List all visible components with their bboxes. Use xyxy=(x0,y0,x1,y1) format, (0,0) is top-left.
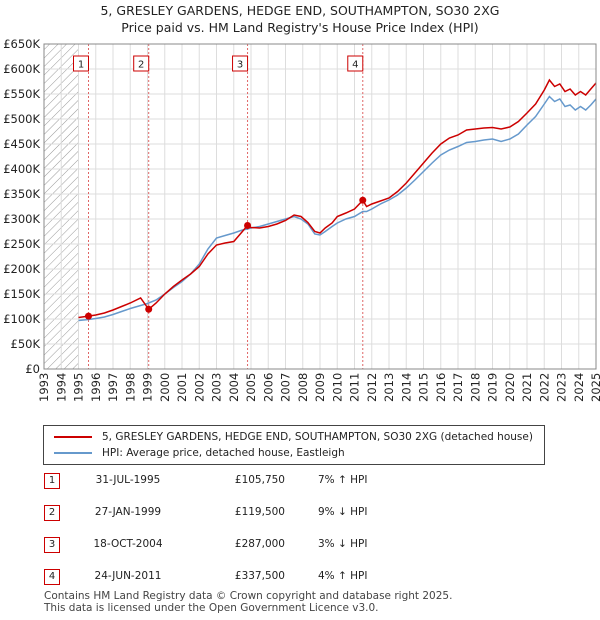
x-tick-label: 2019 xyxy=(486,373,500,402)
x-tick-label: 2001 xyxy=(175,373,189,402)
sale-label-box xyxy=(347,55,364,72)
x-tick-label: 2000 xyxy=(158,373,172,402)
x-tick-label: 2023 xyxy=(555,373,569,402)
sale-date: 27-JAN-1999 xyxy=(94,506,162,518)
y-tick-label: £550K xyxy=(3,87,40,101)
sale-label-number: 3 xyxy=(237,60,243,71)
sale-label-number: 1 xyxy=(78,60,84,71)
legend-item-hpi: HPI: Average price, detached house, East… xyxy=(54,445,345,461)
x-tick-label: 2007 xyxy=(279,373,293,402)
y-tick-label: £250K xyxy=(3,237,40,251)
x-tick-label: 1997 xyxy=(106,373,120,402)
y-tick-label: £0 xyxy=(25,362,40,376)
legend: 5, GRESLEY GARDENS, HEDGE END, SOUTHAMPT… xyxy=(43,425,545,465)
sale-row: 2 27-JAN-1999 £119,500 9% ↓ HPI xyxy=(0,502,600,524)
x-tick-label: 2024 xyxy=(572,373,586,402)
sale-number-badge: 4 xyxy=(44,569,60,585)
legend-label-property: 5, GRESLEY GARDENS, HEDGE END, SOUTHAMPT… xyxy=(102,431,533,443)
sale-date: 24-JUN-2011 xyxy=(94,570,162,582)
x-tick-label: 2021 xyxy=(520,373,534,402)
x-tick-label: 2008 xyxy=(296,373,310,402)
y-tick-label: £100K xyxy=(3,312,40,326)
sale-number-badge: 2 xyxy=(44,505,60,521)
x-tick-label: 2014 xyxy=(399,373,413,402)
x-tick-label: 2020 xyxy=(503,373,517,402)
sale-price: £105,750 xyxy=(234,474,285,486)
chart-title: 5, GRESLEY GARDENS, HEDGE END, SOUTHAMPT… xyxy=(100,3,500,18)
x-tick-label: 2022 xyxy=(537,373,551,402)
footer-copyright: Contains HM Land Registry data © Crown c… xyxy=(44,590,453,602)
sale-price: £337,500 xyxy=(234,570,285,582)
x-tick-label: 2003 xyxy=(210,373,224,402)
x-tick-label: 2004 xyxy=(227,373,241,402)
x-tick-label: 2016 xyxy=(434,373,448,402)
sale-date: 31-JUL-1995 xyxy=(95,474,161,486)
chart-subtitle: Price paid vs. HM Land Registry's House … xyxy=(121,20,479,35)
plot-frame xyxy=(43,43,597,370)
sale-label-box xyxy=(73,55,90,72)
sale-label-number: 2 xyxy=(138,60,144,71)
sale-point xyxy=(244,222,252,229)
x-tick-label: 1998 xyxy=(123,373,137,402)
x-tick-label: 2018 xyxy=(468,373,482,402)
x-tick-label: 2011 xyxy=(348,373,362,402)
legend-item-property: 5, GRESLEY GARDENS, HEDGE END, SOUTHAMPT… xyxy=(54,429,533,445)
sale-number-badge: 1 xyxy=(44,473,60,489)
sale-row: 4 24-JUN-2011 £337,500 4% ↑ HPI xyxy=(0,566,600,588)
x-tick-label: 2017 xyxy=(451,373,465,402)
y-tick-label: £650K xyxy=(3,37,40,51)
sale-label-number: 4 xyxy=(352,60,358,71)
x-tick-label: 1999 xyxy=(141,373,155,402)
sale-hpi-change: 3% ↓ HPI xyxy=(318,538,368,550)
price-chart: 1 2 3 4 £0 £50K £100K £150K £200K £250K £300K £350K… xyxy=(3,37,600,402)
property-series-line xyxy=(78,78,597,319)
legend-label-hpi: HPI: Average price, detached house, East… xyxy=(102,447,345,459)
y-tick-label: £400K xyxy=(3,162,40,176)
sale-row: 1 31-JUL-1995 £105,750 7% ↑ HPI xyxy=(0,470,600,492)
y-tick-label: £500K xyxy=(3,112,40,126)
sale-number-badge: 3 xyxy=(44,537,60,553)
x-tick-label: 2010 xyxy=(330,373,344,402)
y-tick-label: £600K xyxy=(3,62,40,76)
x-tick-label: 2006 xyxy=(261,373,275,402)
y-tick-label: £450K xyxy=(3,137,40,151)
x-tick-label: 2013 xyxy=(382,373,396,402)
sale-label-box xyxy=(232,55,249,72)
hpi-series-line xyxy=(78,95,597,322)
footer-licence: This data is licensed under the Open Gov… xyxy=(44,602,379,614)
y-tick-label: £200K xyxy=(3,262,40,276)
y-tick-label: £300K xyxy=(3,212,40,226)
y-tick-label: £350K xyxy=(3,187,40,201)
sale-hpi-change: 9% ↓ HPI xyxy=(318,506,368,518)
sale-point xyxy=(145,305,153,313)
x-tick-label: 1993 xyxy=(37,373,51,402)
sale-row: 3 18-OCT-2004 £287,000 3% ↓ HPI xyxy=(0,534,600,556)
sale-price: £287,000 xyxy=(234,538,285,550)
x-tick-label: 2009 xyxy=(313,373,327,402)
sale-point xyxy=(85,312,93,320)
x-tick-label: 2012 xyxy=(365,373,379,402)
sale-hpi-change: 4% ↑ HPI xyxy=(318,570,368,582)
legend-swatch-property xyxy=(54,436,92,438)
x-tick-label: 2005 xyxy=(244,373,258,402)
sale-point xyxy=(359,196,367,204)
sale-date: 18-OCT-2004 xyxy=(93,538,163,550)
y-tick-label: £150K xyxy=(3,287,40,301)
footer: Contains HM Land Registry data © Crown c… xyxy=(44,590,452,614)
sale-price: £119,500 xyxy=(234,506,285,518)
x-tick-label: 2025 xyxy=(589,373,600,402)
x-tick-label: 1994 xyxy=(54,373,68,402)
legend-swatch-hpi xyxy=(54,452,92,454)
sale-hpi-change: 7% ↑ HPI xyxy=(318,474,368,486)
x-tick-label: 1996 xyxy=(89,373,103,402)
x-tick-label: 1995 xyxy=(72,373,86,402)
x-tick-label: 2002 xyxy=(192,373,206,402)
sale-label-box xyxy=(133,55,150,72)
x-tick-label: 2015 xyxy=(417,373,431,402)
y-tick-label: £50K xyxy=(11,337,41,351)
